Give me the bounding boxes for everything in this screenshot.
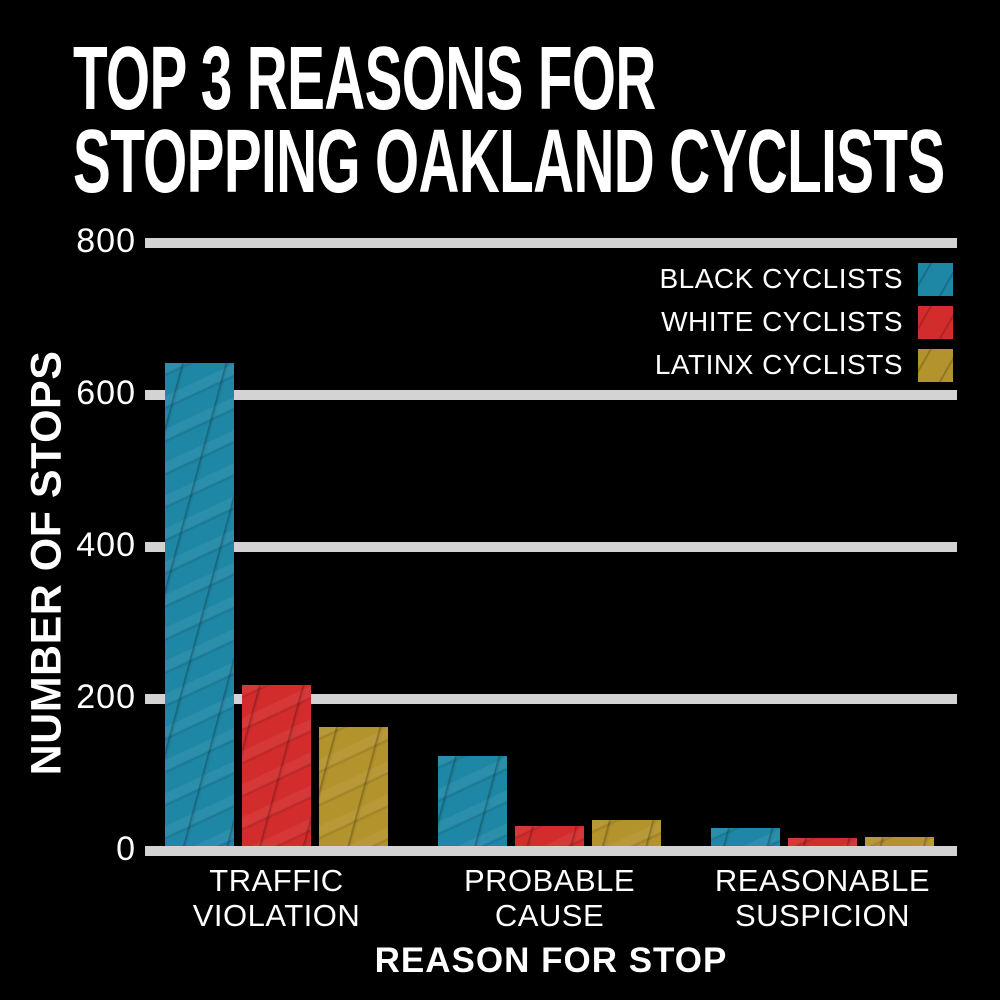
chart-title-line2: STOPPING OAKLAND CYCLISTS (73, 112, 945, 212)
legend-swatch-white-cyclists (918, 305, 953, 339)
gridline-800 (145, 238, 957, 248)
bar-latinx-cyclists-traffic-violation (319, 727, 388, 846)
x-category-label-line: PROBABLE (463, 863, 636, 898)
bar-black-cyclists-reasonable-suspicion (711, 828, 780, 846)
legend-swatch-black-cyclists (918, 262, 953, 296)
x-category-label-line: REASONABLE (714, 863, 931, 898)
bar-black-cyclists-probable-cause (438, 756, 507, 846)
gridline-400 (145, 542, 957, 552)
y-tick-label-400: 400 (76, 525, 136, 564)
x-category-label-traffic-violation: TRAFFIC VIOLATION (193, 863, 361, 933)
gridline-600 (145, 390, 957, 400)
gridline-200 (145, 694, 957, 704)
legend-row-white-cyclists: WHITE CYCLISTS (661, 305, 953, 339)
bar-white-cyclists-traffic-violation (242, 685, 311, 846)
x-axis-title: REASON FOR STOP (374, 941, 728, 980)
bar-latinx-cyclists-probable-cause (592, 820, 661, 846)
legend-row-black-cyclists: BLACK CYCLISTS (659, 262, 953, 296)
y-tick-label-0: 0 (116, 829, 136, 868)
y-tick-label-800: 800 (76, 221, 136, 260)
x-category-label-line: SUSPICION (734, 898, 911, 933)
x-category-label-reasonable-suspicion: REASONABLE SUSPICION (715, 863, 930, 933)
legend-swatch-latinx-cyclists (918, 348, 953, 382)
legend-label-white-cyclists: WHITE CYCLISTS (661, 306, 903, 337)
gridline-0 (145, 846, 957, 856)
chart-title-line1: TOP 3 REASONS FOR (73, 29, 656, 129)
legend-row-latinx-cyclists: LATINX CYCLISTS (655, 348, 953, 382)
bar-white-cyclists-probable-cause (515, 826, 584, 846)
x-category-label-line: CAUSE (494, 898, 605, 933)
y-tick-label-600: 600 (76, 373, 136, 412)
x-category-label-line: VIOLATION (192, 898, 361, 933)
x-category-label-line: TRAFFIC (209, 863, 344, 898)
bar-black-cyclists-traffic-violation (165, 363, 234, 846)
y-tick-label-200: 200 (76, 677, 136, 716)
bar-white-cyclists-reasonable-suspicion (788, 838, 857, 846)
legend-label-black-cyclists: BLACK CYCLISTS (659, 263, 903, 294)
y-axis-title: NUMBER OF STOPS (22, 350, 71, 776)
legend-label-latinx-cyclists: LATINX CYCLISTS (654, 349, 903, 380)
bar-latinx-cyclists-reasonable-suspicion (865, 837, 934, 846)
x-category-label-probable-cause: PROBABLE CAUSE (464, 863, 635, 933)
